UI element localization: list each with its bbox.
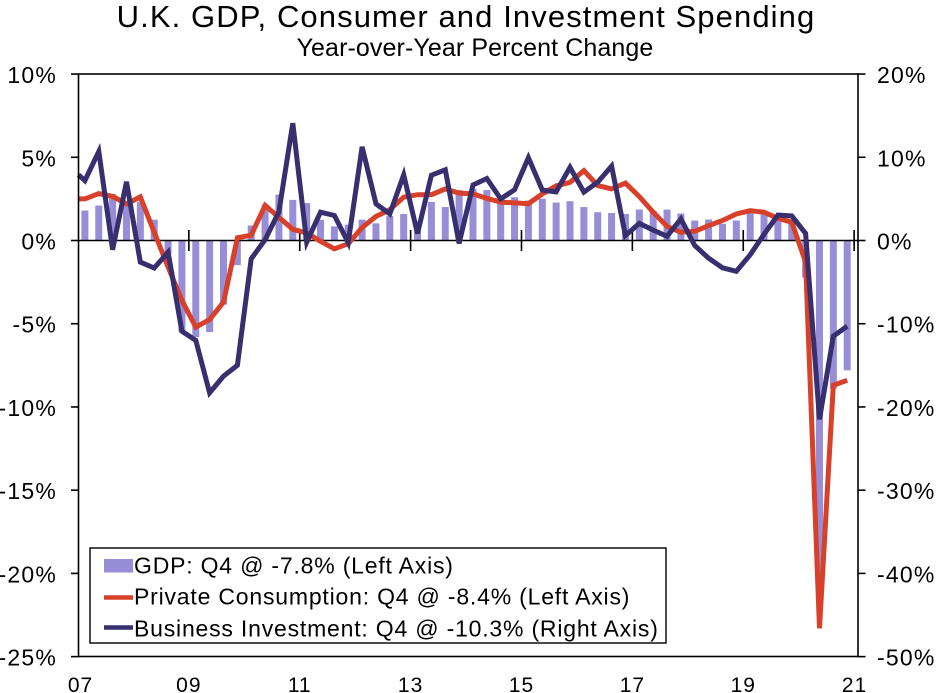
svg-text:11: 11 — [288, 674, 312, 693]
svg-text:-20%: -20% — [0, 561, 57, 587]
svg-text:10%: 10% — [877, 145, 927, 171]
svg-text:-5%: -5% — [12, 312, 57, 338]
svg-text:Year-over-Year Percent Change: Year-over-Year Percent Change — [297, 34, 654, 62]
svg-text:13: 13 — [398, 674, 423, 693]
svg-text:17: 17 — [620, 674, 645, 693]
svg-text:-10%: -10% — [0, 395, 57, 421]
svg-text:U.K. GDP, Consumer and Investm: U.K. GDP, Consumer and Investment Spendi… — [117, 0, 816, 34]
svg-text:15: 15 — [509, 674, 534, 693]
svg-text:-25%: -25% — [0, 645, 57, 671]
svg-text:19: 19 — [731, 674, 756, 693]
svg-text:07: 07 — [68, 674, 93, 693]
svg-text:5%: 5% — [21, 145, 57, 171]
svg-text:09: 09 — [176, 674, 201, 693]
svg-text:Private Consumption: Q4 @ -8.4: Private Consumption: Q4 @ -8.4% (Left Ax… — [134, 584, 630, 610]
svg-text:0%: 0% — [877, 229, 913, 255]
svg-text:-10%: -10% — [877, 312, 936, 338]
svg-text:-40%: -40% — [877, 561, 936, 587]
svg-text:-15%: -15% — [0, 478, 57, 504]
svg-text:-30%: -30% — [877, 478, 936, 504]
svg-text:21: 21 — [842, 674, 867, 693]
svg-text:10%: 10% — [7, 62, 57, 88]
svg-text:-20%: -20% — [877, 395, 936, 421]
svg-text:Business Investment: Q4 @ -10.: Business Investment: Q4 @ -10.3% (Right … — [134, 616, 659, 642]
svg-text:20%: 20% — [877, 62, 927, 88]
svg-text:0%: 0% — [21, 229, 57, 255]
svg-text:GDP: Q4 @ -7.8% (Left Axis): GDP: Q4 @ -7.8% (Left Axis) — [134, 553, 454, 579]
svg-text:-50%: -50% — [877, 645, 936, 671]
